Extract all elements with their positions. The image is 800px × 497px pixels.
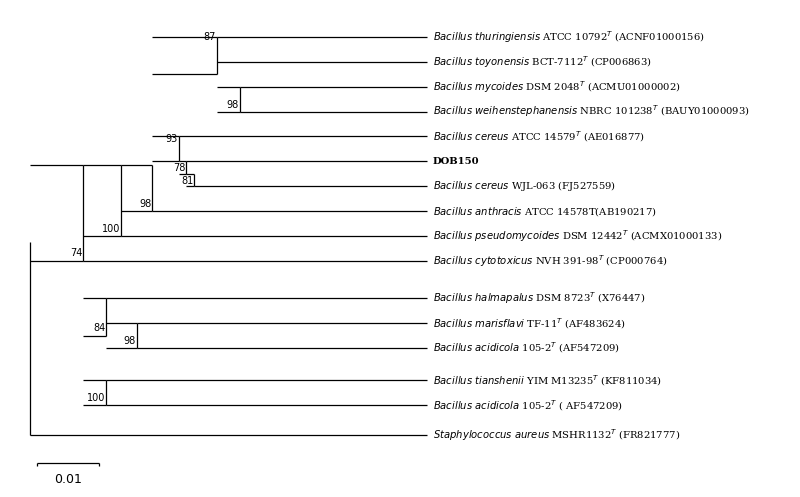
Text: $\it{Bacillus\ cereus}$ ATCC 14579$^T$ (AE016877): $\it{Bacillus\ cereus}$ ATCC 14579$^T$ (… xyxy=(433,129,645,144)
Text: 81: 81 xyxy=(181,176,193,186)
Text: 100: 100 xyxy=(102,224,121,234)
Text: $\it{Bacillus\ acidicola}$ 105-2$^T$ (AF547209): $\it{Bacillus\ acidicola}$ 105-2$^T$ (AF… xyxy=(433,341,620,355)
Text: $\it{Bacillus\ anthracis}$ ATCC 14578T(AB190217): $\it{Bacillus\ anthracis}$ ATCC 14578T(A… xyxy=(433,205,657,218)
Text: 98: 98 xyxy=(139,199,151,209)
Text: $\it{Bacillus\ acidicola}$ 105-2$^T$ ( AF547209): $\it{Bacillus\ acidicola}$ 105-2$^T$ ( A… xyxy=(433,398,623,413)
Text: $\it{Bacillus\ tianshenii}$ YIM M13235$^T$ (KF811034): $\it{Bacillus\ tianshenii}$ YIM M13235$^… xyxy=(433,373,662,388)
Text: 93: 93 xyxy=(166,134,178,144)
Text: DOB150: DOB150 xyxy=(433,157,479,166)
Text: 78: 78 xyxy=(173,164,186,173)
Text: $\it{Bacillus\ cytotoxicus}$ NVH 391-98$^T$ (CP000764): $\it{Bacillus\ cytotoxicus}$ NVH 391-98$… xyxy=(433,253,667,269)
Text: $\it{Bacillus\ weihenstephanensis}$ NBRC 101238$^T$ (BAUY01000093): $\it{Bacillus\ weihenstephanensis}$ NBRC… xyxy=(433,104,750,119)
Text: 84: 84 xyxy=(93,323,106,333)
Text: 98: 98 xyxy=(124,335,136,345)
Text: $\it{Bacillus\ cereus}$ WJL-063 (FJ527559): $\it{Bacillus\ cereus}$ WJL-063 (FJ52755… xyxy=(433,179,615,193)
Text: $\it{Staphylococcus\ aureus}$ MSHR1132$^T$ (FR821777): $\it{Staphylococcus\ aureus}$ MSHR1132$^… xyxy=(433,427,680,443)
Text: 87: 87 xyxy=(204,32,216,42)
Text: 98: 98 xyxy=(226,100,239,110)
Text: $\it{Bacillus\ thuringiensis}$ ATCC 10792$^T$ (ACNF01000156): $\it{Bacillus\ thuringiensis}$ ATCC 1079… xyxy=(433,29,705,45)
Text: $\it{Bacillus\ marisflavi}$ TF-11$^T$ (AF483624): $\it{Bacillus\ marisflavi}$ TF-11$^T$ (A… xyxy=(433,316,626,331)
Text: 0.01: 0.01 xyxy=(54,473,82,486)
Text: $\it{Bacillus\ pseudomycoides}$ DSM 12442$^T$ (ACMX01000133): $\it{Bacillus\ pseudomycoides}$ DSM 1244… xyxy=(433,228,722,244)
Text: $\it{Bacillus\ mycoides}$ DSM 2048$^T$ (ACMU01000002): $\it{Bacillus\ mycoides}$ DSM 2048$^T$ (… xyxy=(433,79,681,94)
Text: 74: 74 xyxy=(70,248,82,258)
Text: 100: 100 xyxy=(87,393,106,403)
Text: $\it{Bacillus\ halmapalus}$ DSM 8723$^T$ (X76447): $\it{Bacillus\ halmapalus}$ DSM 8723$^T$… xyxy=(433,290,645,306)
Text: $\it{Bacillus\ toyonensis}$ BCT-7112$^T$ (CP006863): $\it{Bacillus\ toyonensis}$ BCT-7112$^T$… xyxy=(433,54,652,70)
